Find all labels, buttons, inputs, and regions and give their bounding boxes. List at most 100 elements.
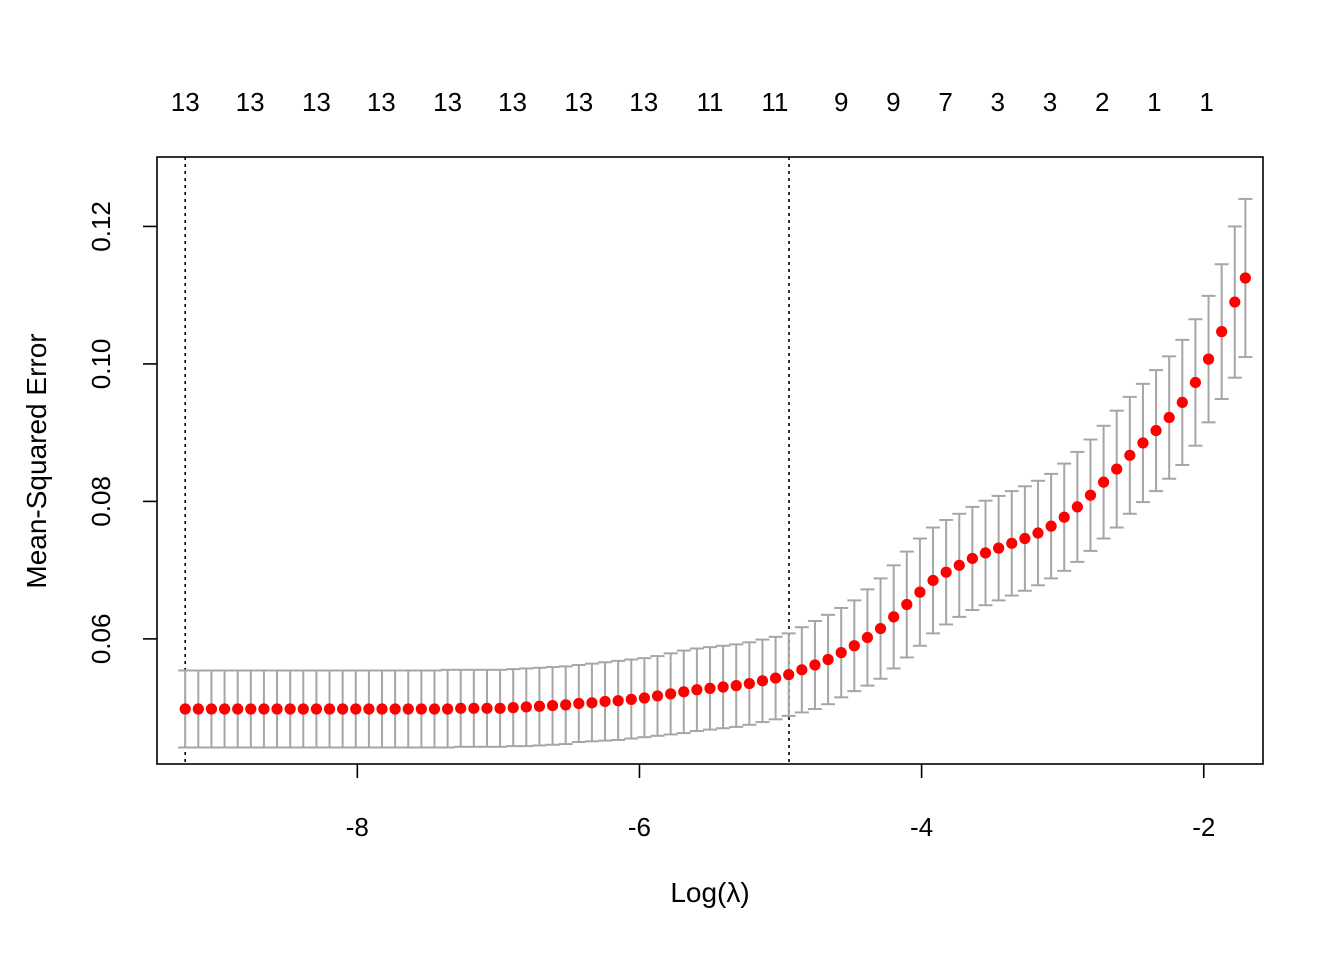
mse-point [888, 611, 900, 623]
top-count-label: 13 [564, 87, 593, 117]
plot-frame [156, 156, 1264, 765]
mse-point [1150, 424, 1162, 437]
mse-point [560, 699, 572, 711]
mse-point [835, 647, 847, 659]
mse-point [1019, 532, 1031, 545]
mse-point [756, 675, 769, 687]
y-tick-label: 0.10 [86, 339, 116, 390]
mse-point [993, 542, 1005, 554]
nonzero-count-labels: 13 13 13 13 13 13 13 13 11 11 9 9 7 3 3 2 1 1 [171, 87, 1214, 117]
top-count-label: 13 [171, 87, 200, 117]
mse-point [192, 703, 204, 715]
x-axis: -8 -6 -4 -2 [346, 764, 1215, 842]
top-count-label: 13 [498, 87, 527, 117]
top-count-label: 9 [886, 87, 900, 117]
mse-point [297, 703, 309, 715]
mse-point [743, 677, 755, 690]
top-count-label: 11 [761, 87, 788, 117]
mse-point [232, 703, 244, 715]
mse-point [979, 547, 992, 559]
mse-point [546, 699, 559, 712]
mse-point [953, 559, 965, 571]
x-tick-label: -2 [1192, 812, 1215, 842]
mse-point [874, 622, 887, 635]
mse-point [494, 702, 506, 714]
mse-point [481, 702, 493, 714]
mse-point [271, 703, 283, 715]
mse-point [769, 672, 782, 684]
mse-point [599, 695, 611, 708]
top-count-label: 3 [991, 87, 1005, 117]
mse-point [665, 688, 677, 700]
top-count-label: 11 [697, 87, 724, 117]
top-count-label: 13 [302, 87, 331, 117]
mse-point [402, 703, 414, 715]
mse-point [337, 703, 349, 715]
mse-point [861, 631, 874, 644]
y-tick-label: 0.12 [86, 201, 116, 252]
error-bars [178, 197, 1253, 749]
mse-point [1137, 437, 1149, 449]
mse-point [1229, 296, 1241, 308]
mse-point [1032, 527, 1044, 539]
mse-point [1189, 376, 1202, 389]
mse-point [1111, 463, 1123, 475]
mse-point [350, 703, 362, 715]
mse-point [1239, 272, 1251, 284]
x-tick-label: -8 [346, 812, 369, 842]
mse-point [376, 703, 388, 715]
x-tick-label: -4 [910, 812, 933, 842]
mse-point [1202, 353, 1215, 365]
mse-point [507, 702, 519, 714]
top-count-label: 3 [1043, 87, 1057, 117]
mse-point [717, 681, 729, 693]
mse-point [428, 703, 441, 715]
mse-point [966, 552, 978, 565]
top-count-label: 9 [834, 87, 848, 117]
top-count-label: 7 [938, 87, 952, 117]
top-count-label: 1 [1199, 87, 1213, 117]
mse-point [809, 659, 821, 671]
mse-point [389, 703, 401, 715]
mse-point [245, 703, 257, 715]
top-count-label: 2 [1095, 87, 1109, 117]
mse-point [1124, 449, 1136, 461]
mse-point [363, 703, 375, 715]
y-axis-title: Mean-Squared Error [21, 333, 52, 588]
mse-point [796, 664, 808, 676]
mse-point [901, 598, 913, 611]
mse-point [730, 680, 742, 692]
mse-point [468, 702, 480, 714]
y-tick-label: 0.08 [86, 476, 116, 527]
mse-point [205, 703, 218, 715]
mse-points [179, 272, 1251, 715]
mse-point [310, 703, 323, 715]
mse-point [1163, 411, 1175, 424]
mse-point [678, 686, 690, 698]
mse-point [783, 669, 795, 681]
mse-point [651, 690, 664, 702]
mse-point [1176, 396, 1188, 409]
mse-point [625, 693, 637, 705]
top-count-label: 13 [367, 87, 396, 117]
mse-point [1084, 489, 1097, 501]
mse-point [258, 703, 270, 715]
mse-point [455, 702, 467, 714]
top-count-label: 13 [629, 87, 658, 117]
mse-point [1058, 511, 1070, 523]
mse-point [612, 695, 624, 707]
mse-point [179, 703, 191, 715]
x-axis-title: Log(λ) [670, 877, 749, 908]
mse-point [822, 653, 834, 666]
mse-point [520, 701, 532, 713]
x-tick-label: -6 [628, 812, 651, 842]
top-count-label: 13 [433, 87, 462, 117]
mse-point [1045, 520, 1057, 532]
mse-point [940, 566, 952, 578]
y-tick-label: 0.06 [86, 614, 116, 665]
mse-point [284, 703, 296, 715]
top-count-label: 1 [1147, 87, 1161, 117]
y-axis: 0.06 0.08 0.10 0.12 [86, 201, 157, 664]
mse-point [691, 684, 703, 696]
